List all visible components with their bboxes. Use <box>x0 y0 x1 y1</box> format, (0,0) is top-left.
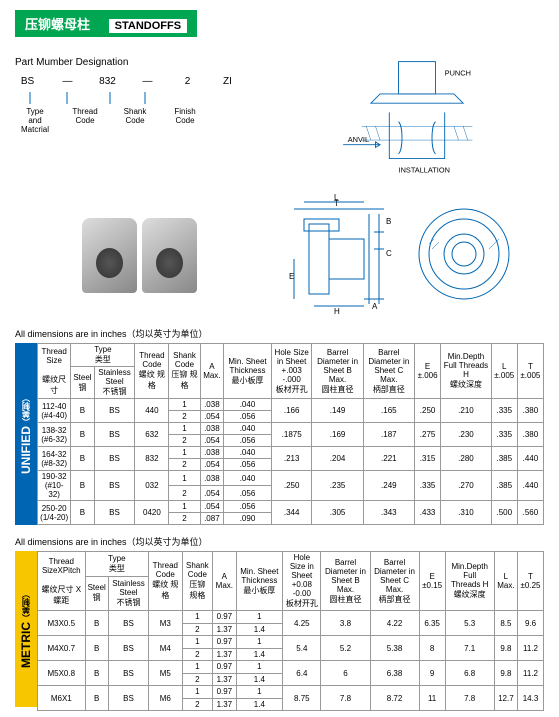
col-bdb: Barrel Diameter in Sheet B Max.圆柱直径 <box>312 344 363 399</box>
col-bdc: Barrel Diameter in Sheet C Max.柄部直径 <box>363 344 414 399</box>
col-l: L ±.005 <box>491 344 517 399</box>
table-row: M6X1 BBSM6 10.971 8.757.88.72 117.812.71… <box>38 686 544 699</box>
svg-text:A: A <box>372 302 378 311</box>
svg-text:H: H <box>334 307 340 314</box>
dimension-note-2: All dimensions are in inches（均以英寸为单位） <box>15 535 544 548</box>
table-row: 112-40 (#4-40) BBS440 1.038.040 .166.149… <box>38 399 544 411</box>
svg-text:L: L <box>334 194 339 202</box>
col-hole: Hole Size in Sheet +.003 -.000板材开孔 <box>271 344 312 399</box>
photo-top-icon <box>142 218 197 293</box>
col-t: T ±.005 <box>517 344 543 399</box>
header-cn: 压铆螺母柱 <box>25 17 90 32</box>
designation-codes: BS — 832 — 2 ZI <box>15 76 270 87</box>
page-header: 压铆螺母柱 STANDOFFS <box>15 10 197 37</box>
photo-side-icon <box>82 218 137 293</box>
col-tc: Thread Code螺纹 规格 <box>135 344 169 399</box>
technical-diagram: T L E A H B C <box>284 194 544 317</box>
unified-side-label: UNIFIED（美制） <box>15 343 37 525</box>
svg-text:C: C <box>386 249 392 258</box>
table-row: M4X0.7 BBSM4 10.971 5.45.25.38 87.19.811… <box>38 636 544 649</box>
header-en: STANDOFFS <box>109 19 187 33</box>
col-steel: Steel钢 <box>71 367 94 399</box>
unified-table: Thread Size螺纹尺寸 Type类型 Thread Code螺纹 规格 … <box>37 343 544 525</box>
metric-table: Thread SizeXPitch螺纹尺寸 X螺距 Type类型 Thread … <box>37 551 544 711</box>
col-sc: Shank Code压铆 规格 <box>169 344 200 399</box>
table-row: M3X0.5 BBSM3 10.971 4.253.84.22 6.355.38… <box>38 611 544 624</box>
metric-table-wrap: METRIC（美制） Thread SizeXPitch螺纹尺寸 X螺距 Typ… <box>15 551 544 707</box>
designation-title: Part Mumber Designation <box>15 57 270 68</box>
svg-text:PUNCH: PUNCH <box>444 68 470 77</box>
dimension-note: All dimensions are in inches（均以英寸为单位） <box>15 327 544 340</box>
col-thread: Thread Size螺纹尺寸 <box>38 344 71 399</box>
designation-labels: TypeandMatcrial ThreadCode ShankCode Fin… <box>15 107 270 134</box>
svg-text:ANVIL: ANVIL <box>348 135 369 144</box>
part-designation: Part Mumber Designation BS — 832 — 2 ZI … <box>15 57 270 179</box>
svg-text:B: B <box>386 217 391 226</box>
col-e: E ±.006 <box>414 344 440 399</box>
unified-table-wrap: UNIFIED（美制） Thread Size螺纹尺寸 Type类型 Threa… <box>15 343 544 525</box>
table-row: M5X0.8 BBSM5 10.971 6.466.38 96.89.811.2 <box>38 661 544 674</box>
col-a: A Max. <box>200 344 224 399</box>
installation-diagram: PUNCH ANVIL INSTALLATION <box>290 57 545 179</box>
table-row: 164-32 (#8-32) BBS832 1.038.040 .213.204… <box>38 447 544 459</box>
metric-side-label: METRIC（美制） <box>15 551 37 707</box>
col-min: Min. Sheet Thickness最小板厚 <box>224 344 272 399</box>
table-row: 138-32 (#6-32) BBS632 1.038.040 .1875.16… <box>38 423 544 435</box>
product-photo <box>15 218 264 293</box>
col-md: Min.Depth Full Threads H螺纹深度 <box>441 344 492 399</box>
svg-text:INSTALLATION: INSTALLATION <box>398 165 449 174</box>
col-ss: Stainless Steel不锈钢 <box>94 367 135 399</box>
svg-text:E: E <box>289 272 294 281</box>
table-row: 250-20 (1/4-20) BBS0420 1.054.056 .344.3… <box>38 501 544 513</box>
table-row: 190-32 (#10-32) BBS032 1.038.040 .250.23… <box>38 471 544 486</box>
col-type: Type类型 <box>71 344 135 367</box>
